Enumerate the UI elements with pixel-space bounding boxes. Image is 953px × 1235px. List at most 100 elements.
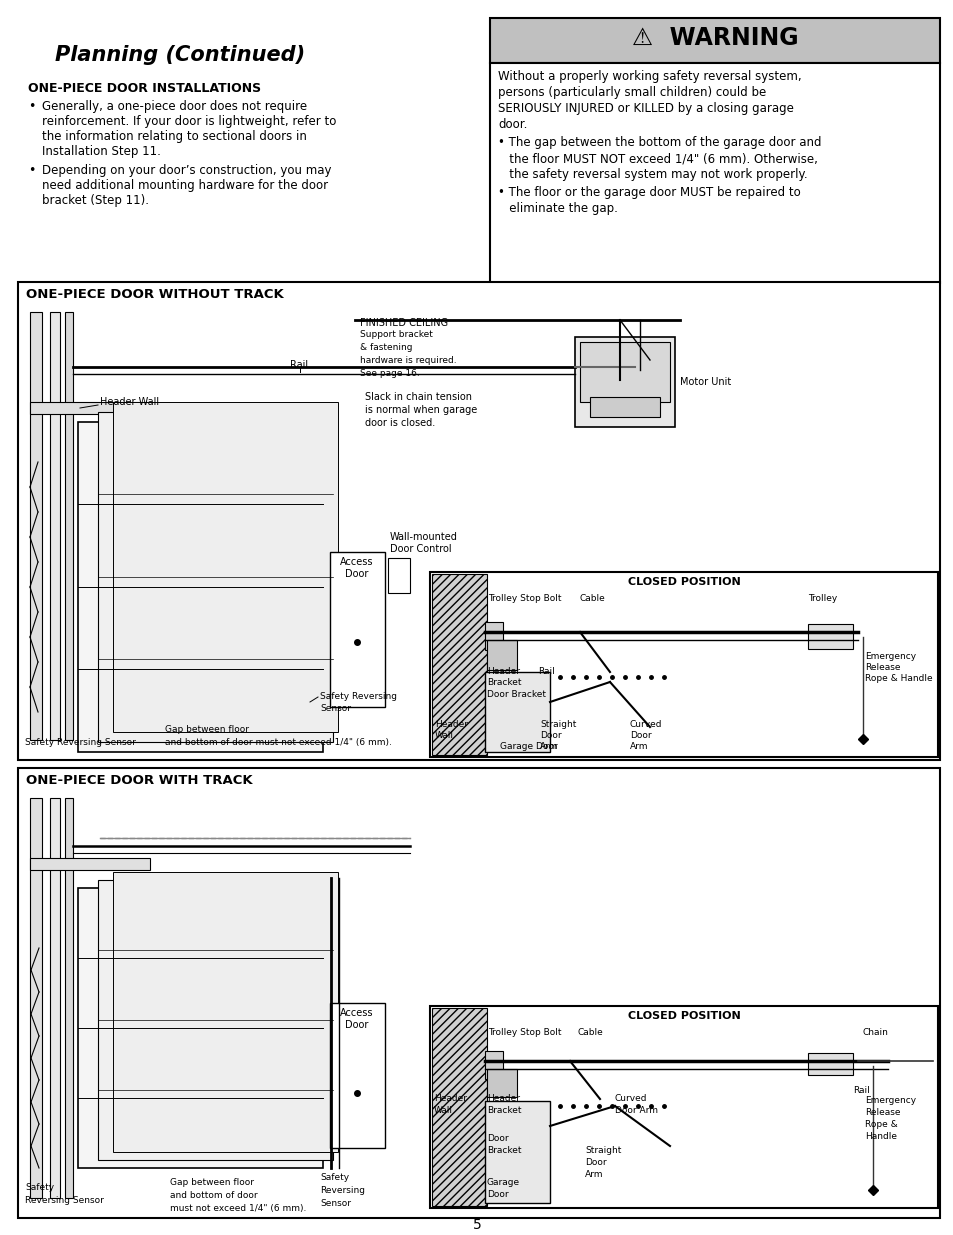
Bar [112, 872, 337, 1152]
Bar [579, 342, 669, 403]
Text: Gap between floor: Gap between floor [165, 725, 249, 734]
Text: Safety: Safety [25, 1183, 54, 1192]
Text: Door: Door [486, 1191, 508, 1199]
Text: Curved: Curved [615, 1094, 647, 1103]
Bar [575, 337, 675, 427]
Text: Depending on your door’s construction, you may: Depending on your door’s construction, y… [42, 164, 331, 177]
Bar [30, 312, 42, 740]
Text: Planning (Continued): Planning (Continued) [55, 44, 305, 65]
Text: Release: Release [864, 663, 900, 672]
Text: Access: Access [340, 557, 374, 567]
Bar [388, 558, 410, 593]
Bar [98, 412, 333, 742]
Bar [78, 422, 323, 752]
Text: See page 16.: See page 16. [359, 369, 419, 378]
Text: Cable: Cable [579, 594, 605, 603]
Text: Emergency: Emergency [864, 1095, 915, 1105]
Bar [65, 312, 73, 740]
Text: Arm: Arm [539, 742, 558, 751]
Text: •: • [28, 164, 35, 177]
Text: Emergency: Emergency [864, 652, 915, 661]
Text: Rail: Rail [537, 667, 554, 676]
Bar [330, 552, 385, 706]
Text: hardware is required.: hardware is required. [359, 356, 456, 366]
Bar [432, 574, 486, 755]
Bar [807, 624, 852, 650]
Text: Trolley: Trolley [807, 594, 837, 603]
Text: door is closed.: door is closed. [365, 417, 435, 429]
Text: Header: Header [434, 1094, 467, 1103]
Text: and bottom of door: and bottom of door [170, 1191, 257, 1200]
Bar [98, 881, 333, 1160]
Bar [486, 1070, 517, 1097]
Bar [430, 1007, 937, 1208]
Text: & fastening: & fastening [359, 343, 412, 352]
Text: Rail: Rail [290, 359, 308, 370]
Text: Wall: Wall [435, 731, 454, 740]
Text: must not exceed 1/4" (6 mm).: must not exceed 1/4" (6 mm). [170, 1204, 306, 1213]
Text: Curved: Curved [629, 720, 661, 729]
Text: ONE-PIECE DOOR WITHOUT TRACK: ONE-PIECE DOOR WITHOUT TRACK [26, 288, 283, 301]
Text: Cable: Cable [578, 1028, 603, 1037]
Text: Rope &: Rope & [864, 1120, 897, 1129]
Text: Sensor: Sensor [319, 1199, 351, 1208]
Text: Arm: Arm [584, 1170, 603, 1179]
Text: Wall: Wall [434, 1107, 453, 1115]
Text: Trolley Stop Bolt: Trolley Stop Bolt [488, 594, 561, 603]
Bar [432, 1008, 486, 1207]
Bar [65, 798, 73, 1198]
Bar [30, 858, 150, 869]
Text: Access: Access [340, 1008, 374, 1018]
Text: Safety: Safety [319, 1173, 349, 1182]
Bar [484, 1100, 550, 1203]
Text: • The gap between the bottom of the garage door and: • The gap between the bottom of the gara… [497, 136, 821, 149]
Text: Wall-mounted: Wall-mounted [390, 532, 457, 542]
Bar [807, 1053, 852, 1074]
Text: •: • [28, 100, 35, 112]
Text: • The floor or the garage door MUST be repaired to: • The floor or the garage door MUST be r… [497, 186, 800, 199]
Bar [490, 19, 939, 63]
Text: and bottom of door must not exceed 1/4" (6 mm).: and bottom of door must not exceed 1/4" … [165, 739, 392, 747]
Text: Sensor: Sensor [319, 704, 351, 713]
Text: Trolley Stop Bolt: Trolley Stop Bolt [488, 1028, 561, 1037]
Bar [30, 798, 42, 1198]
Text: ONE-PIECE DOOR WITH TRACK: ONE-PIECE DOOR WITH TRACK [26, 774, 253, 787]
Text: Chain: Chain [862, 1028, 888, 1037]
Bar [484, 622, 502, 650]
Text: ONE-PIECE DOOR INSTALLATIONS: ONE-PIECE DOOR INSTALLATIONS [28, 82, 261, 95]
Text: Installation Step 11.: Installation Step 11. [42, 144, 161, 158]
Bar [18, 768, 939, 1218]
Bar [490, 63, 939, 283]
Text: Door: Door [539, 731, 561, 740]
Text: Rope & Handle: Rope & Handle [864, 674, 932, 683]
Text: Header Wall: Header Wall [100, 396, 159, 408]
Text: Handle: Handle [864, 1132, 896, 1141]
Text: Slack in chain tension: Slack in chain tension [365, 391, 472, 403]
Bar [18, 282, 939, 760]
Bar [484, 672, 550, 752]
Text: Reversing Sensor: Reversing Sensor [25, 1195, 104, 1205]
Text: FINISHED CEILING: FINISHED CEILING [359, 317, 448, 329]
Text: Reversing: Reversing [319, 1186, 365, 1195]
Text: the floor MUST NOT exceed 1/4" (6 mm). Otherwise,: the floor MUST NOT exceed 1/4" (6 mm). O… [497, 152, 817, 165]
Bar [430, 572, 937, 757]
Text: Bracket: Bracket [486, 1107, 521, 1115]
Text: Arm: Arm [629, 742, 648, 751]
Text: CLOSED POSITION: CLOSED POSITION [627, 1011, 740, 1021]
Text: Door Control: Door Control [390, 543, 451, 555]
Text: Safety Reversing Sensor: Safety Reversing Sensor [25, 739, 135, 747]
Text: Door: Door [584, 1158, 606, 1167]
Text: eliminate the gap.: eliminate the gap. [497, 203, 618, 215]
Text: need additional mounting hardware for the door: need additional mounting hardware for th… [42, 179, 328, 191]
Text: CLOSED POSITION: CLOSED POSITION [627, 577, 740, 587]
Text: Straight: Straight [584, 1146, 620, 1155]
Text: is normal when garage: is normal when garage [365, 405, 476, 415]
Text: Generally, a one-piece door does not require: Generally, a one-piece door does not req… [42, 100, 307, 112]
Text: Without a properly working safety reversal system,: Without a properly working safety revers… [497, 70, 801, 83]
Text: Door: Door [345, 569, 368, 579]
Text: Motor Unit: Motor Unit [679, 377, 731, 387]
Text: persons (particularly small children) could be: persons (particularly small children) co… [497, 86, 765, 99]
Text: Gap between floor: Gap between floor [170, 1178, 253, 1187]
Text: Door Bracket: Door Bracket [486, 690, 545, 699]
Text: ⚠  WARNING: ⚠ WARNING [631, 26, 798, 49]
